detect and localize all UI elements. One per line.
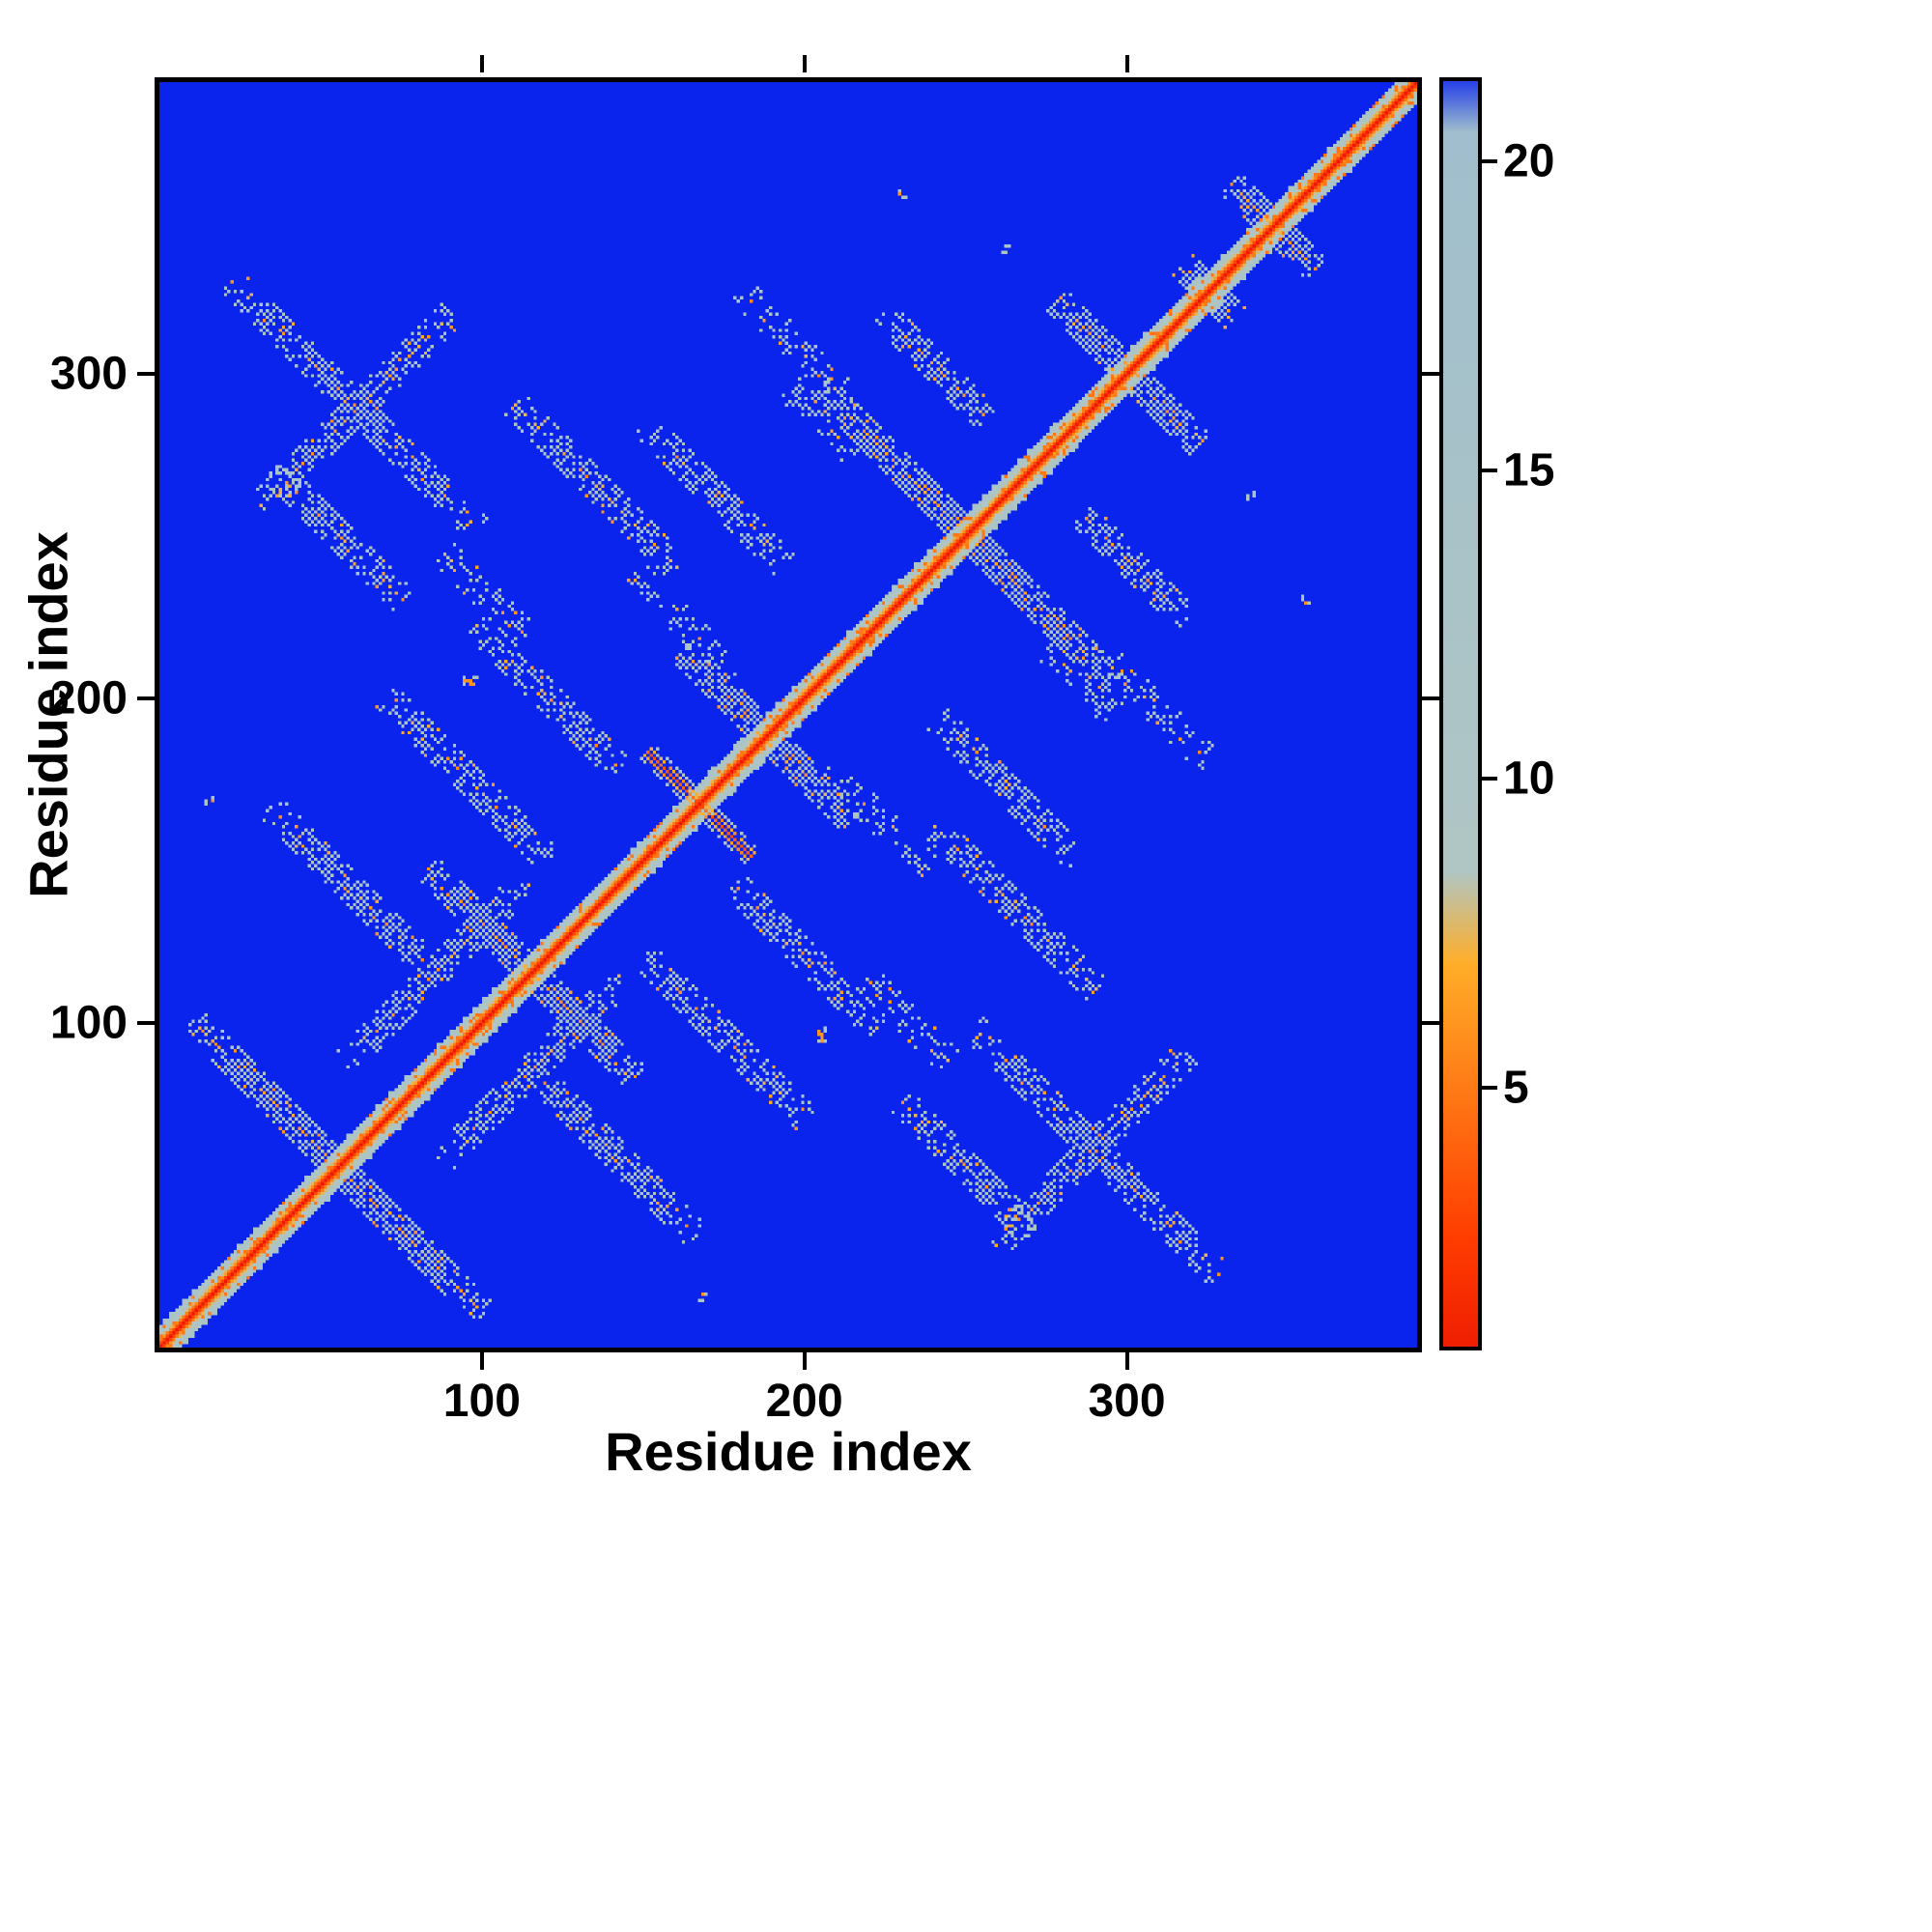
y-tick-mark: [137, 372, 155, 377]
x-tick-label: 100: [442, 1376, 521, 1427]
y-tick-mark: [137, 696, 155, 701]
x-axis-label: Residue index: [605, 1421, 972, 1482]
colorbar-tick-label: 15: [1503, 444, 1555, 497]
colorbar-gradient: [1443, 81, 1478, 1347]
colorbar-tick-label: 20: [1503, 135, 1555, 187]
y-tick-mark-right: [1422, 1021, 1439, 1026]
y-axis-label: Residue index: [17, 531, 79, 898]
colorbar: [1439, 77, 1482, 1350]
x-tick-label: 300: [1088, 1376, 1166, 1427]
heatmap-plot-area: [155, 77, 1422, 1352]
x-tick-mark-top: [479, 55, 484, 72]
y-tick-mark-right: [1422, 696, 1439, 701]
x-tick-mark-top: [802, 55, 807, 72]
y-tick-label: 200: [49, 672, 128, 724]
x-tick-mark: [1124, 1352, 1129, 1370]
y-tick-label: 100: [49, 997, 128, 1049]
x-tick-mark: [802, 1352, 807, 1370]
colorbar-tick-mark: [1482, 1085, 1497, 1090]
y-tick-mark-right: [1422, 372, 1439, 377]
y-tick-label: 300: [49, 348, 128, 400]
colorbar-tick-mark: [1482, 159, 1497, 164]
x-tick-mark-top: [1124, 55, 1129, 72]
x-tick-mark: [479, 1352, 484, 1370]
colorbar-tick-label: 10: [1503, 753, 1555, 805]
y-tick-mark: [137, 1021, 155, 1026]
colorbar-tick-label: 5: [1503, 1062, 1529, 1114]
colorbar-tick-mark: [1482, 468, 1497, 472]
x-tick-label: 200: [765, 1376, 843, 1427]
colorbar-tick-mark: [1482, 777, 1497, 781]
residue-distance-heatmap: [159, 82, 1417, 1348]
